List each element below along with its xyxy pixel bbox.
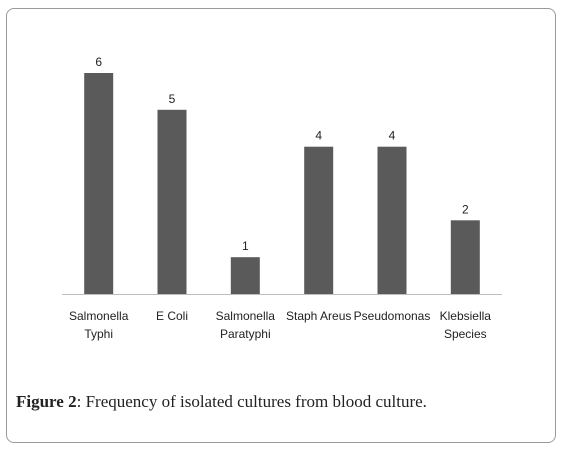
caption-text: : Frequency of isolated cultures from bl… <box>76 392 427 411</box>
figure-caption: Figure 2: Frequency of isolated cultures… <box>16 392 427 412</box>
data-label: 1 <box>242 239 249 253</box>
bar <box>84 73 114 294</box>
category-labels: Salmonella Typhi E Coli Salmonella Paratyphi… <box>69 309 491 341</box>
data-labels: 6 5 1 4 4 2 <box>95 55 469 253</box>
category-label: Salmonella Typhi <box>69 309 129 341</box>
bar <box>450 220 480 294</box>
data-label: 5 <box>169 92 176 106</box>
bar <box>304 146 334 294</box>
category-label: Klebsiella Species <box>440 309 492 341</box>
bar <box>230 257 260 294</box>
category-label: Pseudomonas <box>354 309 431 323</box>
category-label: Salmonella Paratyphi <box>216 309 276 341</box>
category-label: E Coli <box>156 309 188 323</box>
category-label: Staph Areus <box>286 309 351 323</box>
data-label: 6 <box>95 55 102 69</box>
data-label: 4 <box>389 129 396 143</box>
bar <box>157 109 187 294</box>
caption-label: Figure 2 <box>16 392 77 411</box>
data-label: 2 <box>462 202 469 216</box>
bar <box>377 146 407 294</box>
data-label: 4 <box>315 129 322 143</box>
bar-series <box>84 73 480 294</box>
